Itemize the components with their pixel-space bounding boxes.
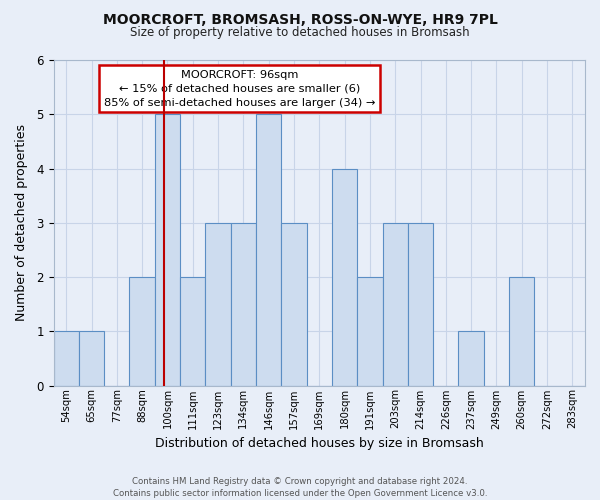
- Bar: [53, 332, 79, 386]
- Text: MOORCROFT, BROMSASH, ROSS-ON-WYE, HR9 7PL: MOORCROFT, BROMSASH, ROSS-ON-WYE, HR9 7P…: [103, 12, 497, 26]
- Bar: [79, 332, 104, 386]
- Text: Size of property relative to detached houses in Bromsash: Size of property relative to detached ho…: [130, 26, 470, 39]
- Text: MOORCROFT: 96sqm
← 15% of detached houses are smaller (6)
85% of semi-detached h: MOORCROFT: 96sqm ← 15% of detached house…: [104, 70, 375, 108]
- Bar: [231, 223, 256, 386]
- Bar: [357, 277, 383, 386]
- Bar: [332, 168, 357, 386]
- Y-axis label: Number of detached properties: Number of detached properties: [15, 124, 28, 322]
- Bar: [205, 223, 231, 386]
- Bar: [383, 223, 408, 386]
- Text: Contains HM Land Registry data © Crown copyright and database right 2024.
Contai: Contains HM Land Registry data © Crown c…: [113, 476, 487, 498]
- Bar: [130, 277, 155, 386]
- Bar: [180, 277, 205, 386]
- Bar: [408, 223, 433, 386]
- Bar: [509, 277, 535, 386]
- Bar: [155, 114, 180, 386]
- X-axis label: Distribution of detached houses by size in Bromsash: Distribution of detached houses by size …: [155, 437, 484, 450]
- Bar: [458, 332, 484, 386]
- Bar: [256, 114, 281, 386]
- Bar: [281, 223, 307, 386]
